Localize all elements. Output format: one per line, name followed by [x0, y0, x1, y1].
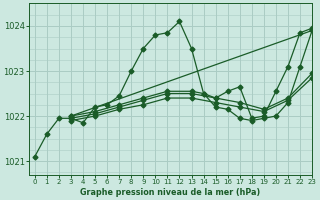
X-axis label: Graphe pression niveau de la mer (hPa): Graphe pression niveau de la mer (hPa)	[80, 188, 260, 197]
